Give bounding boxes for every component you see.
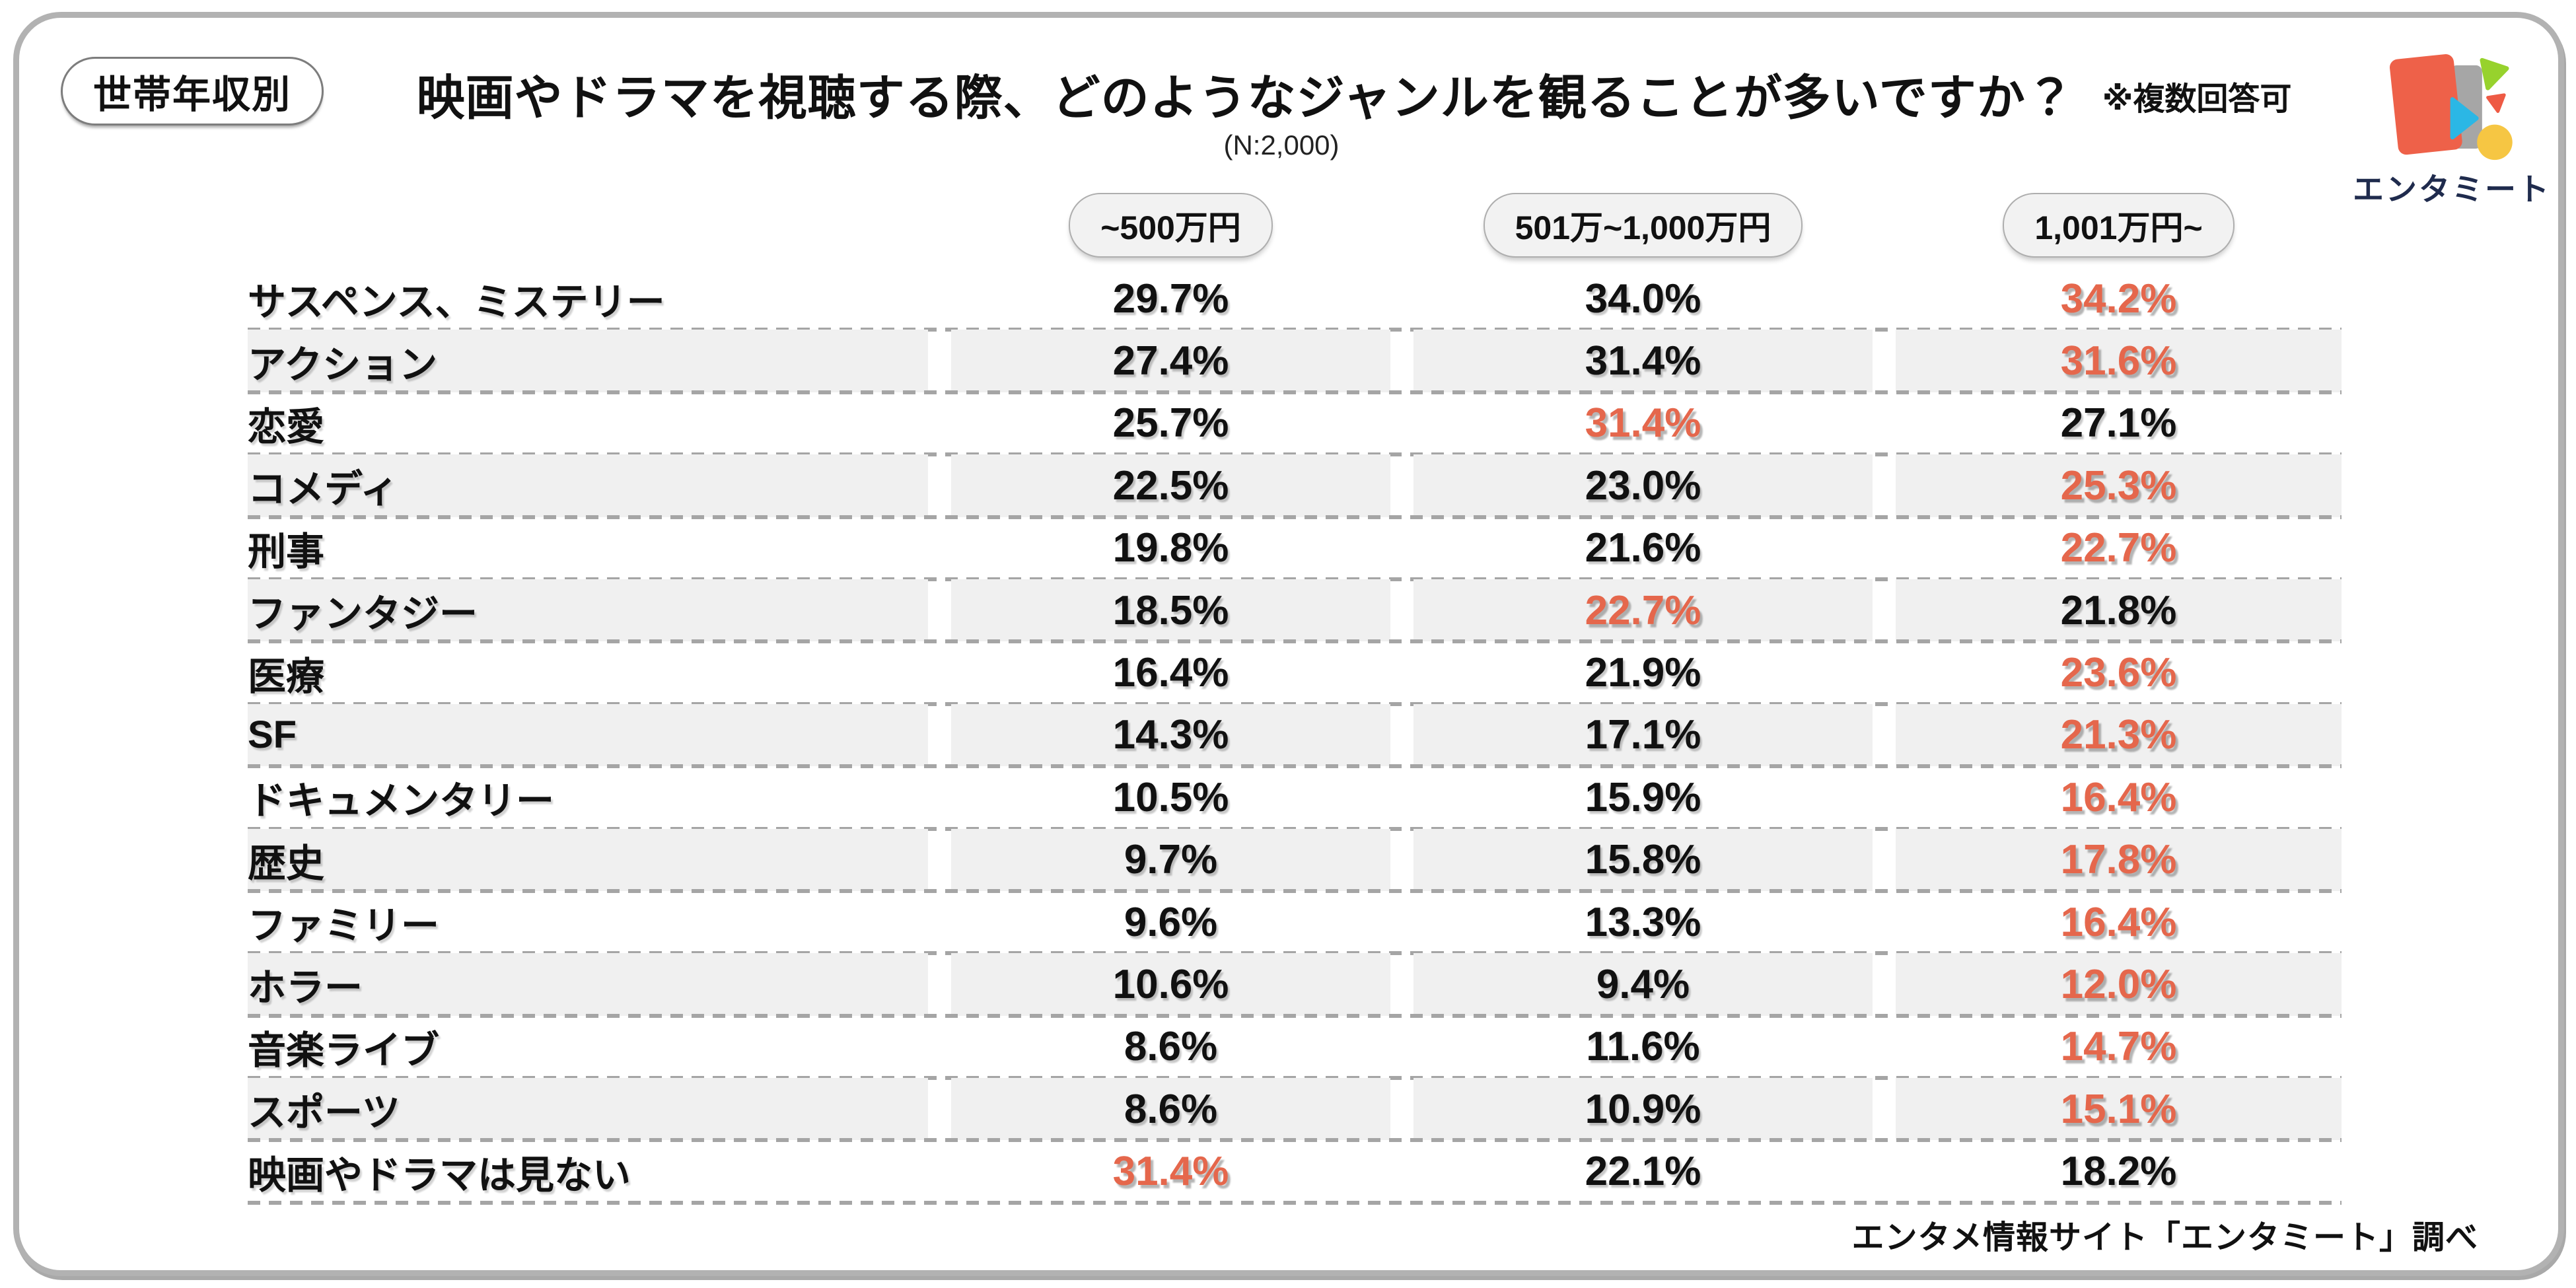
category-badge: 世帯年収別 <box>61 57 324 125</box>
header-spacer <box>248 193 928 258</box>
table-row: アクション 27.4% 31.4% 31.6% <box>248 330 2342 395</box>
table-row: ホラー 10.6% 9.4% 12.0% <box>248 953 2342 1019</box>
percent-value: 10.5% <box>1112 774 1229 820</box>
genre-label: 刑事 <box>248 530 325 573</box>
genre-label: コメディ <box>248 454 928 517</box>
percent-value: 12.0% <box>1896 953 2342 1016</box>
genre-label: 恋愛 <box>248 405 325 448</box>
table-row: 歴史 9.7% 15.8% 17.8% <box>248 828 2342 894</box>
income-column-pill-3: 1,001万円~ <box>2003 193 2235 258</box>
table-row: SF 14.3% 17.1% 21.3% <box>248 703 2342 769</box>
percent-value: 22.1% <box>1585 1149 1701 1195</box>
percent-value: 18.2% <box>2060 1149 2177 1195</box>
percent-value: 22.7% <box>2060 525 2177 571</box>
genre-table: サスペンス、ミステリー 29.7% 34.0% 34.2% アクション 27.4% 31.4… <box>248 268 2342 1205</box>
income-column-pill-1: ~500万円 <box>1069 193 1273 258</box>
percent-value: 27.1% <box>2060 400 2177 447</box>
multi-answer-note: ※複数回答可 <box>2102 82 2292 117</box>
percent-value: 31.6% <box>1896 330 2342 392</box>
genre-label: 医療 <box>248 655 325 698</box>
table-row: スポーツ 8.6% 10.9% 15.1% <box>248 1078 2342 1143</box>
logo-door-icon <box>2389 54 2513 161</box>
percent-value: 19.8% <box>1112 525 1229 571</box>
brand-name: エンタミート <box>2353 172 2551 207</box>
table-row: ファンタジー 18.5% 22.7% 21.8% <box>248 579 2342 644</box>
income-column-headers: ~500万円 501万~1,000万円 1,001万円~ <box>248 193 2342 258</box>
source-credit: エンタメ情報サイト「エンタミート」調べ <box>1851 1220 2478 1256</box>
percent-value: 23.0% <box>1413 454 1873 517</box>
percent-value: 17.1% <box>1413 703 1873 767</box>
brand-logo: エンタミート <box>2353 49 2551 209</box>
genre-label: アクション <box>248 330 928 392</box>
percent-value: 14.7% <box>2060 1024 2177 1070</box>
sample-size: (N:2,000) <box>1223 129 1340 161</box>
percent-value: 16.4% <box>2060 774 2177 820</box>
table-row: 映画やドラマは見ない 31.4% 22.1% 18.2% <box>248 1140 2342 1205</box>
percent-value: 15.1% <box>1896 1078 2342 1141</box>
percent-value: 21.3% <box>1896 703 2342 767</box>
genre-label: ドキュメンタリー <box>248 779 555 823</box>
table-row: コメディ 22.5% 23.0% 25.3% <box>248 454 2342 519</box>
table-row: サスペンス、ミステリー 29.7% 34.0% 34.2% <box>248 268 2342 332</box>
percent-value: 8.6% <box>951 1078 1390 1141</box>
genre-label: ファンタジー <box>248 579 928 642</box>
genre-label: ホラー <box>248 953 928 1016</box>
percent-value: 31.4% <box>1112 1149 1229 1195</box>
percent-value: 18.5% <box>951 579 1390 642</box>
percent-value: 23.6% <box>2060 650 2177 696</box>
percent-value: 13.3% <box>1585 899 1701 945</box>
income-column-label: ~500万円 <box>1100 209 1241 246</box>
percent-value: 31.4% <box>1585 400 1701 447</box>
table-row: 医療 16.4% 21.9% 23.6% <box>248 641 2342 707</box>
genre-label: 映画やドラマは見ない <box>248 1153 631 1197</box>
percent-value: 9.7% <box>951 828 1390 891</box>
percent-value: 31.4% <box>1413 330 1873 392</box>
table-row: ドキュメンタリー 10.5% 15.9% 16.4% <box>248 766 2342 831</box>
percent-value: 16.4% <box>1112 650 1229 696</box>
percent-value: 10.9% <box>1413 1078 1873 1141</box>
percent-value: 21.8% <box>1896 579 2342 642</box>
genre-label: サスペンス、ミステリー <box>248 281 665 324</box>
percent-value: 8.6% <box>1124 1024 1218 1070</box>
percent-value: 34.0% <box>1585 275 1701 322</box>
income-column-label: 501万~1,000万円 <box>1515 209 1771 246</box>
percent-value: 15.9% <box>1585 774 1701 820</box>
table-row: 刑事 19.8% 21.6% 22.7% <box>248 517 2342 582</box>
percent-value: 21.9% <box>1585 650 1701 696</box>
percent-value: 22.5% <box>951 454 1390 517</box>
genre-label: 音楽ライブ <box>248 1028 440 1072</box>
percent-value: 16.4% <box>2060 899 2177 945</box>
percent-value: 14.3% <box>951 703 1390 767</box>
income-column-label: 1,001万円~ <box>2034 209 2203 246</box>
table-row: ファミリー 9.6% 13.3% 16.4% <box>248 891 2342 956</box>
percent-value: 29.7% <box>1112 275 1229 322</box>
table-row: 恋愛 25.7% 31.4% 27.1% <box>248 392 2342 457</box>
percent-value: 10.6% <box>951 953 1390 1016</box>
genre-label: ファミリー <box>248 904 440 948</box>
percent-value: 25.7% <box>1112 400 1229 447</box>
percent-value: 9.4% <box>1413 953 1873 1016</box>
percent-value: 27.4% <box>951 330 1390 392</box>
percent-value: 34.2% <box>2060 275 2177 322</box>
percent-value: 22.7% <box>1413 579 1873 642</box>
genre-label: スポーツ <box>248 1078 928 1141</box>
percent-value: 25.3% <box>1896 454 2342 517</box>
percent-value: 21.6% <box>1585 525 1701 571</box>
table-row: 音楽ライブ 8.6% 11.6% 14.7% <box>248 1016 2342 1081</box>
category-badge-label: 世帯年収別 <box>93 73 292 116</box>
genre-label: 歴史 <box>248 828 928 891</box>
percent-value: 11.6% <box>1586 1024 1700 1070</box>
genre-label: SF <box>248 703 928 767</box>
percent-value: 17.8% <box>1896 828 2342 891</box>
percent-value: 9.6% <box>1124 899 1218 945</box>
income-column-pill-2: 501万~1,000万円 <box>1483 193 1803 258</box>
percent-value: 15.8% <box>1413 828 1873 891</box>
title-row: 映画やドラマを視聴する際、どのようなジャンルを観ることが多いですか？ ※複数回答… <box>264 61 2444 127</box>
page-title: 映画やドラマを視聴する際、どのようなジャンルを観ることが多いですか？ <box>416 71 2075 125</box>
